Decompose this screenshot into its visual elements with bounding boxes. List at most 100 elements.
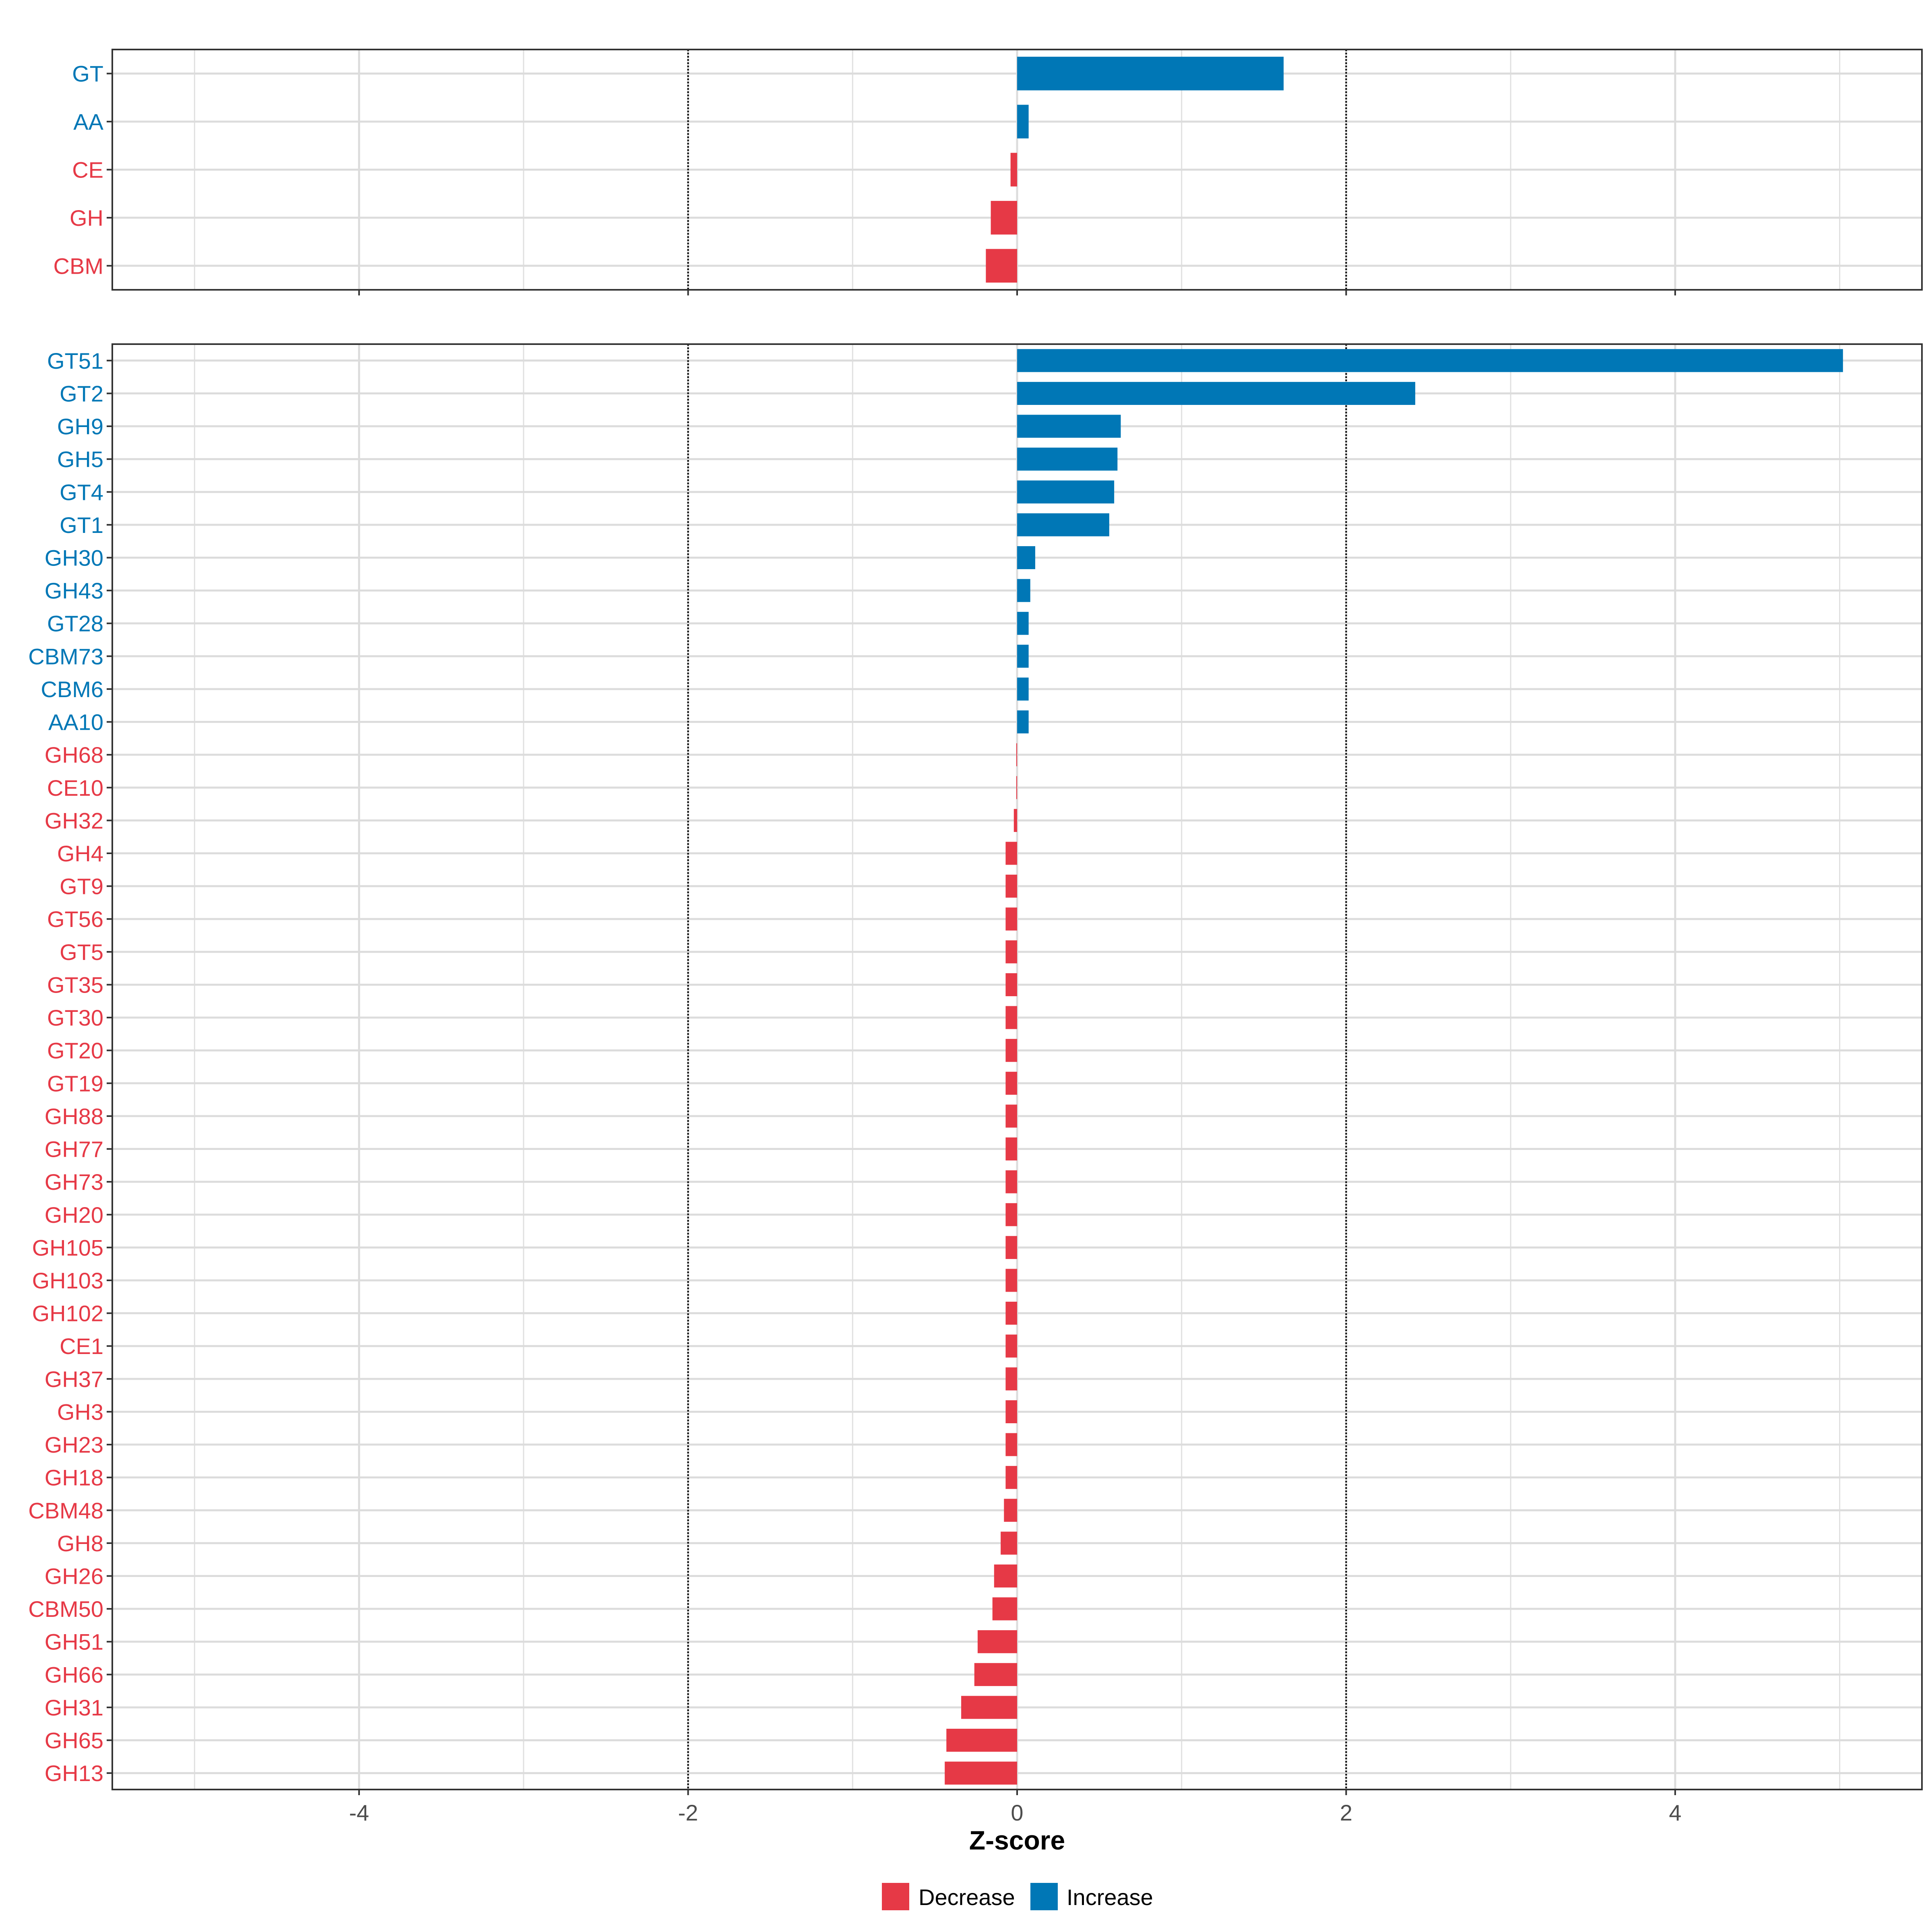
bar-cbm73	[1017, 644, 1029, 668]
category-label-aa10: AA10	[48, 710, 103, 735]
category-label-gh9: GH9	[57, 414, 103, 439]
bar-gt9	[1005, 875, 1017, 898]
category-label-gh65: GH65	[45, 1728, 103, 1753]
category-label-gh103: GH103	[32, 1268, 103, 1293]
category-label-gh68: GH68	[45, 742, 103, 768]
category-label-gt35: GT35	[47, 972, 103, 997]
x-tick-label: 4	[1669, 1800, 1681, 1825]
bar-aa	[1017, 105, 1029, 138]
category-label-gt: GT	[72, 61, 103, 87]
bar-cbm6	[1017, 677, 1029, 701]
x-tick-label: -2	[678, 1800, 698, 1825]
category-label-gh23: GH23	[45, 1432, 103, 1457]
x-axis-title: Z-score	[969, 1825, 1065, 1855]
bar-gt51	[1017, 349, 1843, 372]
bar-gt4	[1017, 480, 1115, 504]
legend-swatch-decrease	[882, 1883, 909, 1910]
bar-gh43	[1017, 579, 1030, 602]
category-label-gh13: GH13	[45, 1761, 103, 1786]
bar-cbm	[986, 249, 1017, 283]
category-label-gh77: GH77	[45, 1137, 103, 1162]
bar-ce	[1010, 153, 1017, 187]
bar-gh68	[1016, 743, 1017, 766]
category-label-gh18: GH18	[45, 1465, 103, 1490]
bar-gh23	[1005, 1433, 1017, 1456]
category-label-gt1: GT1	[60, 512, 103, 538]
bar-gh31	[961, 1696, 1017, 1719]
bar-gt35	[1005, 973, 1017, 997]
category-label-gh66: GH66	[45, 1662, 103, 1687]
bar-gt1	[1017, 513, 1109, 537]
category-label-gh32: GH32	[45, 808, 103, 833]
legend-label-decrease: Decrease	[919, 1885, 1015, 1910]
bar-gt56	[1005, 907, 1017, 931]
bar-gh8	[1001, 1532, 1017, 1555]
bar-gt28	[1017, 612, 1029, 635]
x-axis: -4 -2 0 2 4	[349, 1800, 1681, 1825]
bar-gh65	[946, 1729, 1017, 1752]
category-label-gh88: GH88	[45, 1104, 103, 1129]
bar-gh66	[974, 1663, 1017, 1686]
category-label-gh43: GH43	[45, 578, 103, 603]
category-label-gt9: GT9	[60, 874, 103, 899]
category-label-gh3: GH3	[57, 1399, 103, 1424]
bar-gt5	[1005, 940, 1017, 964]
bar-gh32	[1013, 809, 1017, 832]
bar-gh20	[1005, 1203, 1017, 1226]
panels-layer: GTAACEGHCBMGT51GT2GH9GH5GT4GT1GH30GH43GT…	[28, 49, 1923, 1795]
bar-gt19	[1005, 1071, 1017, 1095]
category-label-gh: GH	[70, 205, 103, 231]
category-label-gh26: GH26	[45, 1564, 103, 1589]
category-label-gh20: GH20	[45, 1202, 103, 1228]
bar-gh102	[1005, 1302, 1017, 1325]
bar-ce10	[1016, 776, 1017, 799]
bar-gh88	[1005, 1104, 1017, 1128]
bar-gh103	[1005, 1269, 1017, 1292]
category-label-gt2: GT2	[60, 381, 103, 406]
category-label-cbm50: CBM50	[28, 1596, 103, 1622]
legend-label-increase: Increase	[1067, 1885, 1153, 1910]
category-label-ce1: CE1	[60, 1333, 103, 1359]
bar-aa10	[1017, 710, 1029, 734]
bar-ce1	[1005, 1334, 1017, 1358]
category-label-cbm6: CBM6	[41, 677, 103, 702]
category-label-gt56: GT56	[47, 906, 103, 932]
category-label-gh31: GH31	[45, 1695, 103, 1720]
bar-gh5	[1017, 448, 1118, 471]
bar-gh	[991, 201, 1017, 235]
x-tick-label: 0	[1011, 1800, 1023, 1825]
category-label-gt28: GT28	[47, 611, 103, 636]
category-label-gh30: GH30	[45, 545, 103, 570]
legend-swatch-increase	[1030, 1883, 1058, 1910]
category-label-aa: AA	[73, 109, 103, 134]
category-label-cbm73: CBM73	[28, 644, 103, 669]
category-label-gh73: GH73	[45, 1169, 103, 1195]
category-label-gt51: GT51	[47, 348, 103, 374]
category-label-gh51: GH51	[45, 1629, 103, 1655]
category-label-gt4: GT4	[60, 479, 103, 505]
bar-gh37	[1005, 1367, 1017, 1391]
x-tick-label: 2	[1340, 1800, 1352, 1825]
bar-gh77	[1005, 1137, 1017, 1161]
bar-gh18	[1005, 1466, 1017, 1489]
category-label-gt5: GT5	[60, 939, 103, 965]
category-label-gh37: GH37	[45, 1366, 103, 1392]
category-label-gh102: GH102	[32, 1301, 103, 1326]
bar-gt30	[1005, 1006, 1017, 1029]
panel-family-level: GT51 GT2 GH9 GH5 GT4 GT1 GH30 GH43 GT28 CBM73 CBM6…	[28, 343, 1923, 1795]
category-label-gh8: GH8	[57, 1531, 103, 1556]
bar-gh4	[1005, 842, 1017, 865]
category-label-gh105: GH105	[32, 1235, 103, 1260]
category-label-gt30: GT30	[47, 1005, 103, 1030]
x-tick-label: -4	[349, 1800, 369, 1825]
bar-gh13	[945, 1761, 1017, 1785]
bar-gh30	[1017, 546, 1035, 570]
bar-gt20	[1005, 1039, 1017, 1062]
bar-gh3	[1005, 1400, 1017, 1424]
bar-gh105	[1005, 1236, 1017, 1259]
category-label-gh5: GH5	[57, 447, 103, 472]
category-label-gt20: GT20	[47, 1038, 103, 1063]
bar-gh9	[1017, 415, 1121, 438]
